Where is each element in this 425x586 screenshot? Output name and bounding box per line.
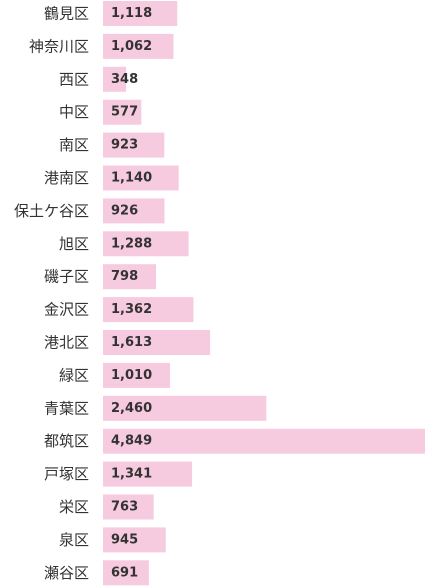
category-label: 戸塚区 <box>44 465 89 483</box>
category-label: 瀬谷区 <box>44 564 89 582</box>
category-labels-group: 鶴見区神奈川区西区中区南区港南区保土ケ谷区旭区磯子区金沢区港北区緑区青葉区都筑区… <box>14 5 89 582</box>
bar-value-label: 923 <box>111 138 138 153</box>
bar <box>103 99 142 125</box>
bar <box>103 560 149 586</box>
category-label: 鶴見区 <box>44 5 89 23</box>
bar-value-label: 1,010 <box>111 368 152 383</box>
bar-value-label: 1,118 <box>111 6 152 21</box>
bar <box>103 1 178 26</box>
bar <box>103 330 211 355</box>
bar-value-label: 1,613 <box>111 335 152 350</box>
bar-value-label: 348 <box>111 72 138 87</box>
category-label: 中区 <box>59 103 89 121</box>
category-label: 青葉区 <box>44 399 89 417</box>
bar-value-label: 798 <box>111 269 138 284</box>
category-label: 港北区 <box>44 334 89 352</box>
category-label: 旭区 <box>59 235 89 253</box>
bar-value-label: 691 <box>111 565 138 580</box>
bar-value-label: 2,460 <box>111 401 152 416</box>
bar <box>103 33 174 59</box>
bar <box>103 297 194 323</box>
bar-value-label: 1,362 <box>111 302 152 317</box>
category-label: 泉区 <box>59 531 89 549</box>
category-label: 南区 <box>59 136 89 154</box>
bar-value-label: 763 <box>111 500 138 515</box>
bar-value-label: 945 <box>111 532 138 547</box>
bar-value-label: 4,849 <box>111 434 152 449</box>
bar <box>103 395 267 421</box>
category-label: 栄区 <box>59 498 89 516</box>
category-label: 神奈川区 <box>29 37 89 55</box>
bar-value-label: 1,288 <box>111 236 152 251</box>
value-labels-group: 1,118 1,062 348 577 923 1,140 926 1,288 798 1,362… <box>111 6 152 580</box>
category-label: 緑区 <box>59 366 89 384</box>
bar <box>103 165 179 191</box>
bar <box>103 132 165 158</box>
bar-value-label: 1,062 <box>111 39 152 54</box>
category-label: 西区 <box>59 70 89 88</box>
bar <box>103 461 193 487</box>
bar-value-label: 577 <box>111 105 138 120</box>
bar <box>103 362 171 388</box>
bar-value-label: 1,341 <box>111 467 152 482</box>
bar <box>103 264 156 290</box>
bar <box>103 428 425 454</box>
bar <box>103 231 189 257</box>
category-label: 金沢区 <box>44 301 89 319</box>
category-label: 磯子区 <box>44 268 89 286</box>
category-label: 都筑区 <box>44 432 89 450</box>
category-label: 港南区 <box>44 169 89 187</box>
bar <box>103 527 166 553</box>
bar <box>103 66 127 92</box>
bar-value-label: 926 <box>111 203 138 218</box>
bar-value-label: 1,140 <box>111 171 152 186</box>
bar <box>103 198 165 224</box>
category-label: 保土ケ谷区 <box>14 202 89 220</box>
bar <box>103 494 154 520</box>
bars-group <box>103 1 425 586</box>
